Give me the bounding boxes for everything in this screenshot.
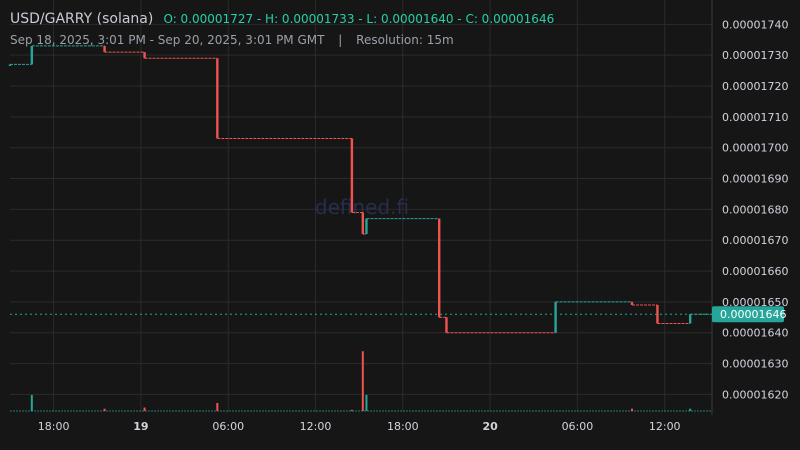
volume-bar	[689, 408, 692, 411]
candle-body	[630, 301, 634, 305]
y-tick-label: 0.00001690	[722, 173, 788, 186]
symbol-title[interactable]: USD/GARRY (solana)	[10, 11, 154, 27]
candle-body	[554, 301, 557, 333]
x-tick-label: 06:00	[212, 420, 244, 433]
volume-bar	[216, 402, 219, 411]
y-tick-label: 0.00001740	[722, 18, 788, 31]
candle-body	[361, 212, 365, 235]
x-tick-label: 20	[482, 420, 498, 433]
candle-body	[688, 314, 692, 324]
resolution-label[interactable]: Resolution: 15m	[356, 33, 454, 47]
y-tick-label: 0.00001660	[722, 265, 788, 278]
y-tick-label: 0.00001700	[722, 142, 788, 155]
volume-bar	[143, 407, 146, 411]
ohlc-readout: O: 0.00001727 - H: 0.00001733 - L: 0.000…	[163, 12, 555, 26]
volume-bar	[103, 408, 106, 411]
candle-body	[8, 64, 12, 66]
volume-bar	[365, 394, 368, 411]
y-tick-label: 0.00001650	[722, 296, 788, 309]
x-tick-label: 18:00	[38, 420, 70, 433]
x-tick-label: 06:00	[562, 420, 594, 433]
date-range: Sep 18, 2025, 3:01 PM - Sep 20, 2025, 3:…	[10, 33, 325, 47]
y-tick-label: 0.00001730	[722, 49, 788, 62]
x-tick-label: 12:00	[649, 420, 681, 433]
last-price-label: 0.00001646	[720, 308, 786, 321]
header-line-1: USD/GARRY (solana) O: 0.00001727 - H: 0.…	[10, 10, 554, 29]
candle-body	[30, 45, 34, 65]
volume-bar	[630, 408, 633, 411]
y-tick-label: 0.00001710	[722, 111, 788, 124]
y-tick-label: 0.00001670	[722, 234, 788, 247]
candle-body	[438, 218, 441, 318]
header-separator: |	[338, 33, 343, 47]
chart-header: USD/GARRY (solana) O: 0.00001727 - H: 0.…	[10, 10, 554, 47]
candle-body	[216, 58, 219, 139]
y-tick-label: 0.00001640	[722, 327, 788, 340]
y-tick-label: 0.00001630	[722, 358, 788, 371]
last-price-tag	[712, 306, 784, 323]
candle-body	[656, 304, 659, 324]
candle-body	[143, 52, 146, 59]
header-line-2: Sep 18, 2025, 3:01 PM - Sep 20, 2025, 3:…	[10, 33, 554, 47]
y-tick-label: 0.00001620	[722, 388, 788, 401]
candle-body	[103, 45, 106, 53]
y-tick-label: 0.00001720	[722, 80, 788, 93]
candle-body	[445, 317, 448, 333]
volume-bar	[350, 409, 353, 411]
candle-body	[365, 218, 368, 235]
y-tick-label: 0.00001680	[722, 203, 788, 216]
x-tick-label: 12:00	[300, 420, 332, 433]
volume-bar	[361, 351, 364, 411]
x-tick-label: 19	[133, 420, 148, 433]
candle-body	[350, 138, 354, 213]
volume-bar	[30, 394, 33, 411]
x-tick-label: 18:00	[387, 420, 419, 433]
